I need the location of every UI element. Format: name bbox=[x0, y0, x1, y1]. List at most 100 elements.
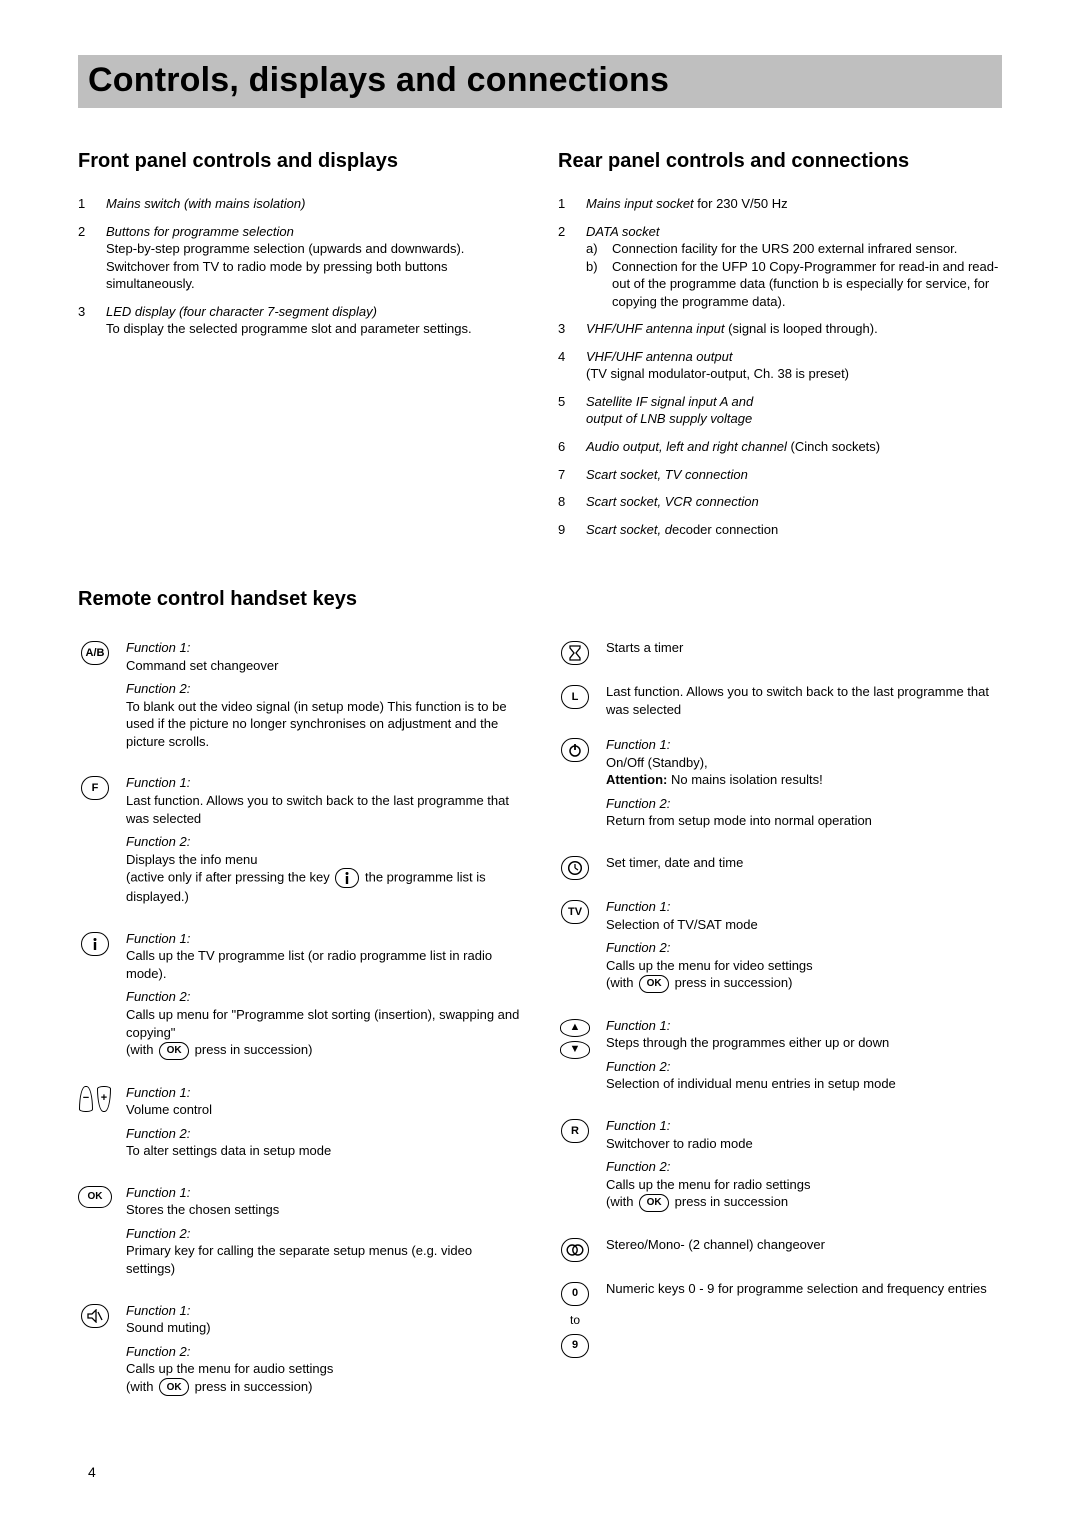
function-text: Switchover to radio mode bbox=[606, 1136, 753, 1151]
item-number: 9 bbox=[558, 521, 572, 539]
key-description: Starts a timer bbox=[606, 640, 683, 655]
up-arrow-icon: ▲ bbox=[560, 1019, 590, 1037]
sub-label: b) bbox=[586, 258, 602, 311]
key-description: Stereo/Mono- (2 channel) changeover bbox=[606, 1237, 825, 1252]
clock-icon bbox=[561, 856, 589, 880]
function-label: Function 1: bbox=[126, 1185, 190, 1200]
item-number: 3 bbox=[558, 320, 572, 338]
sub-item: b)Connection for the UFP 10 Copy-Program… bbox=[586, 258, 1002, 311]
ok-inline-icon: OK bbox=[159, 1042, 189, 1060]
list-item: 1Mains switch (with mains isolation) bbox=[78, 195, 522, 213]
item-number: 1 bbox=[558, 195, 572, 213]
item-number: 4 bbox=[558, 348, 572, 383]
function-label: Function 1: bbox=[126, 640, 190, 655]
ok-inline-icon: OK bbox=[639, 1194, 669, 1212]
key-icon-wrap: R bbox=[558, 1117, 592, 1218]
list-item: 6Audio output, left and right channel (C… bbox=[558, 438, 1002, 456]
key-icon-wrap bbox=[558, 736, 592, 836]
stereo-icon bbox=[561, 1238, 589, 1262]
key-icon-wrap bbox=[78, 1302, 112, 1403]
function-text: Sound muting) bbox=[126, 1320, 211, 1335]
item-number: 3 bbox=[78, 303, 92, 338]
function-text: Return from setup mode into normal opera… bbox=[606, 813, 872, 828]
ok-icon: OK bbox=[78, 1186, 112, 1208]
item-lead: LED display (four character 7-segment di… bbox=[106, 304, 377, 319]
key-icon-wrap: L bbox=[558, 683, 592, 718]
function-label: Function 2: bbox=[606, 1159, 670, 1174]
timer-icon bbox=[561, 641, 589, 665]
key-row: 0to9 Numeric keys 0 - 9 for programme se… bbox=[558, 1280, 1002, 1358]
function-text: Volume control bbox=[126, 1102, 212, 1117]
function-text: Selection of individual menu entries in … bbox=[606, 1076, 896, 1091]
function-text: On/Off (Standby), bbox=[606, 755, 708, 770]
function-text: Primary key for calling the separate set… bbox=[126, 1243, 472, 1276]
key-row: Starts a timer bbox=[558, 639, 1002, 665]
function-text: Last function. Allows you to switch back… bbox=[126, 793, 509, 826]
item-number: 2 bbox=[558, 223, 572, 311]
key-icon-wrap: −+ bbox=[78, 1084, 112, 1166]
item-number: 5 bbox=[558, 393, 572, 428]
function-label: Function 1: bbox=[606, 737, 670, 752]
function-text: Calls up the TV programme list (or radio… bbox=[126, 948, 492, 981]
function-label: Function 1: bbox=[126, 1303, 190, 1318]
item-lead: Scart socket, VCR connection bbox=[586, 494, 759, 509]
function-label: Function 1: bbox=[606, 1118, 670, 1133]
list-item: 2Buttons for programme selectionStep-by-… bbox=[78, 223, 522, 293]
function-label: Function 2: bbox=[606, 1059, 670, 1074]
function-label: Function 1: bbox=[126, 1085, 190, 1100]
function-label: Function 1: bbox=[126, 931, 190, 946]
key-icon-wrap: OK bbox=[78, 1184, 112, 1284]
front-list: 1Mains switch (with mains isolation) 2 But… bbox=[78, 195, 522, 338]
item-tail: (Cinch sockets) bbox=[787, 439, 880, 454]
key-icon-wrap bbox=[558, 854, 592, 880]
item-lead: Scart socket, TV connection bbox=[586, 467, 748, 482]
function-label: Function 2: bbox=[126, 1226, 190, 1241]
list-item: 3 VHF/UHF antenna input (signal is looped… bbox=[558, 320, 1002, 338]
function-label: Function 1: bbox=[126, 775, 190, 790]
key-row: R Function 1: Switchover to radio mode Fun… bbox=[558, 1117, 1002, 1218]
item-lead: Mains input socket bbox=[586, 196, 694, 211]
key-icon-wrap: 0to9 bbox=[558, 1280, 592, 1358]
item-lead: VHF/UHF antenna input bbox=[586, 321, 725, 336]
volume-icon: −+ bbox=[79, 1086, 111, 1112]
item-lead: Mains switch (with mains isolation) bbox=[106, 196, 305, 211]
key-description: Set timer, date and time bbox=[606, 855, 743, 870]
item-text: (TV signal modulator-output, Ch. 38 is p… bbox=[586, 366, 849, 381]
function-label: Function 1: bbox=[606, 899, 670, 914]
function-text: press in succession) bbox=[191, 1042, 312, 1057]
function-text: Command set changeover bbox=[126, 658, 278, 673]
function-label: Function 2: bbox=[126, 681, 190, 696]
key-row: Stereo/Mono- (2 channel) changeover bbox=[558, 1236, 1002, 1262]
function-label: Function 2: bbox=[126, 1126, 190, 1141]
list-item: 8Scart socket, VCR connection bbox=[558, 493, 1002, 511]
a/b-icon: A/B bbox=[81, 641, 110, 665]
key-row: L Last function. Allows you to switch ba… bbox=[558, 683, 1002, 718]
key-icon-wrap: A/B bbox=[78, 639, 112, 756]
i-icon bbox=[81, 932, 109, 956]
sub-item: a)Connection facility for the URS 200 ex… bbox=[586, 240, 1002, 258]
key-row: A/B Function 1: Command set changeover Fun… bbox=[78, 639, 522, 756]
numeric-0-icon: 0 bbox=[561, 1282, 589, 1306]
key-icon-wrap: ▲▼ bbox=[558, 1017, 592, 1099]
sub-text: Connection facility for the URS 200 exte… bbox=[612, 240, 957, 258]
rear-heading: Rear panel controls and connections bbox=[558, 150, 1002, 173]
rear-list: 1Mains input socket for 230 V/50 Hz2DATA… bbox=[558, 195, 1002, 538]
r-icon: R bbox=[561, 1119, 589, 1143]
item-lead: Buttons for programme selection bbox=[106, 224, 294, 239]
page-number: 4 bbox=[88, 1464, 96, 1480]
tv-icon: TV bbox=[561, 900, 589, 924]
key-icon-wrap bbox=[558, 639, 592, 665]
to-label: to bbox=[570, 1312, 580, 1328]
top-columns: Front panel controls and displays 1Mains… bbox=[78, 150, 1002, 548]
list-item: 3 LED display (four character 7-segment d… bbox=[78, 303, 522, 338]
attention-label: Attention: bbox=[606, 772, 667, 787]
item-number: 2 bbox=[78, 223, 92, 293]
function-text: Stores the chosen settings bbox=[126, 1202, 279, 1217]
ok-inline-icon: OK bbox=[159, 1378, 189, 1396]
key-row: Function 1: Calls up the TV programme lis… bbox=[78, 930, 522, 1066]
item-tail: (signal is looped through). bbox=[725, 321, 878, 336]
key-description: Last function. Allows you to switch back… bbox=[606, 684, 989, 717]
item-text: To display the selected programme slot a… bbox=[106, 321, 472, 336]
key-icon-wrap: F bbox=[78, 774, 112, 911]
item-number: 7 bbox=[558, 466, 572, 484]
